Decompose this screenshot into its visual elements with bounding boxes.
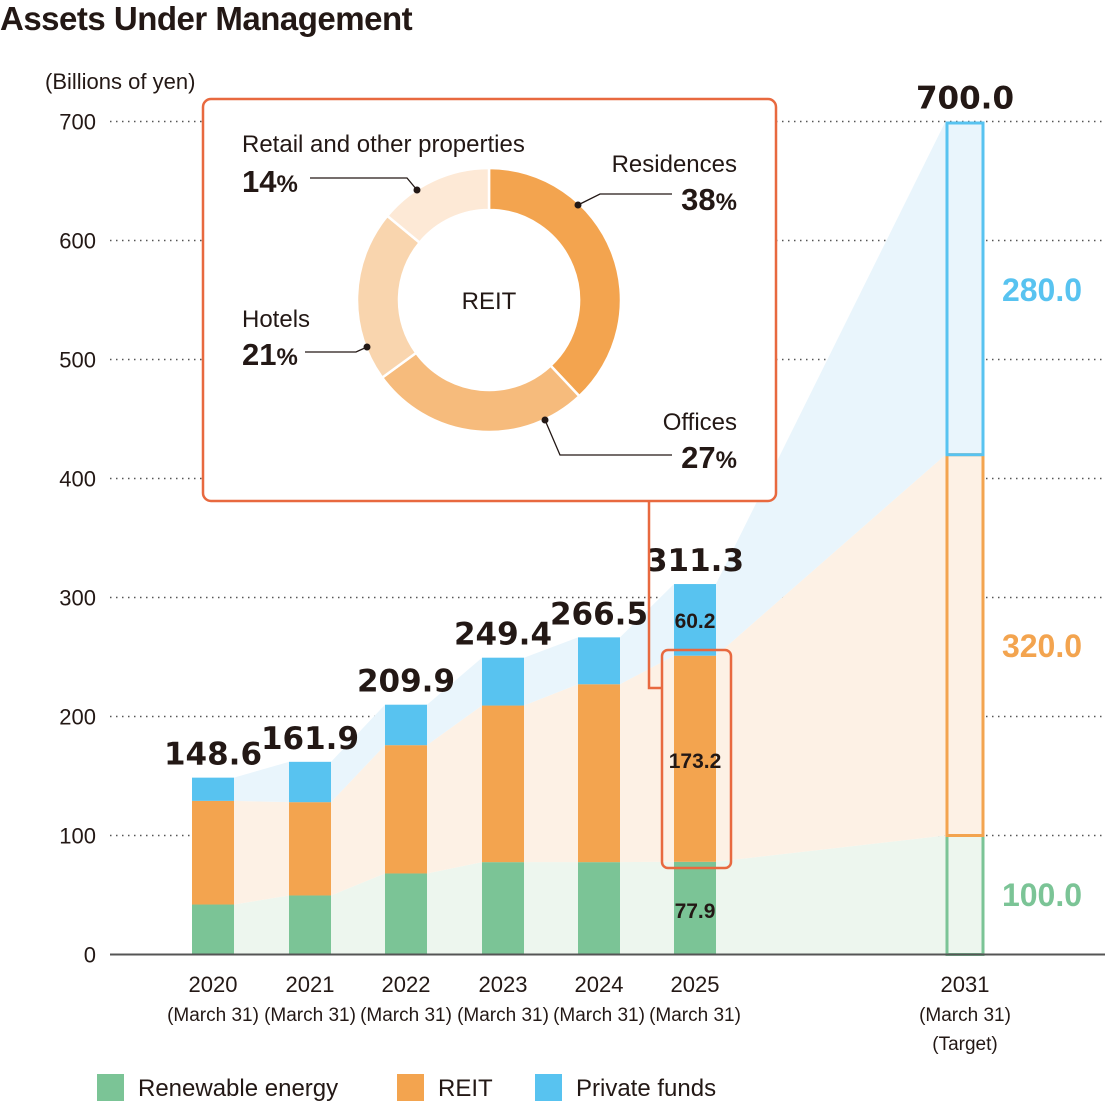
bar-renewable-energy (578, 862, 620, 955)
x-tick-sublabel: (March 31) (167, 1005, 259, 1026)
legend-label: Private funds (576, 1075, 716, 1102)
pie-slice-label: Residences (612, 151, 737, 178)
total-label: 209.9 (357, 664, 455, 700)
y-tick-label: 600 (59, 229, 96, 254)
bar-private-funds (289, 761, 331, 803)
x-tick-sublabel: (March 31) (553, 1005, 645, 1026)
bar-reit (289, 802, 331, 896)
bar-private-funds (192, 777, 234, 801)
highlight-box-2025 (660, 648, 733, 870)
pie-leader-dot (363, 343, 371, 351)
bar-reit (482, 705, 524, 863)
bar-renewable-energy (385, 873, 427, 955)
bar-reit (578, 684, 620, 863)
percent-sign: % (716, 447, 737, 474)
pie-slice-label: Hotels (242, 306, 310, 333)
bar-private-funds (674, 584, 716, 656)
bar-renewable-energy (674, 861, 716, 955)
pie-leader-dot (541, 416, 549, 424)
x-tick-label: 2025 (671, 972, 720, 997)
y-tick-label: 400 (59, 467, 96, 492)
total-label: 266.5 (550, 596, 648, 632)
total-label: 249.4 (454, 617, 552, 653)
target-segment-label: 100.0 (1002, 877, 1082, 913)
bar-private-funds (482, 657, 524, 706)
bar-renewable-energy (192, 904, 234, 955)
total-label: 161.9 (261, 721, 359, 757)
y-axis-label: (Billions of yen) (45, 69, 195, 94)
x-tick-label: 2023 (479, 972, 528, 997)
bar-private-funds (578, 637, 620, 685)
pie-leader-line (310, 177, 418, 191)
y-tick-label: 300 (59, 586, 96, 611)
y-tick-label: 500 (59, 348, 96, 373)
target-segment-label: 320.0 (1002, 628, 1082, 664)
segment-label: 60.2 (675, 610, 716, 633)
bar-target-private-funds (945, 121, 985, 457)
pie-leader-line (577, 193, 672, 206)
total-label: 148.6 (164, 737, 262, 773)
total-label: 700.0 (916, 81, 1014, 117)
pie-leader-line (544, 419, 672, 456)
bar-renewable-energy (482, 862, 524, 955)
target-segment-label: 280.0 (1002, 272, 1082, 308)
segment-label: 173.2 (669, 750, 722, 773)
legend-label: Renewable energy (138, 1075, 338, 1102)
pie-leader-dot (413, 186, 421, 194)
pie-slice-label: Retail and other properties (242, 131, 525, 158)
legend-label: REIT (438, 1075, 493, 1102)
y-tick-label: 100 (59, 824, 96, 849)
x-tick-label: 2022 (382, 972, 431, 997)
y-tick-label: 0 (84, 943, 96, 968)
legend-swatch (535, 1074, 562, 1101)
x-tick-sublabel: (March 31) (919, 1005, 1011, 1026)
bar-reit (192, 800, 234, 905)
percent-sign: % (276, 344, 297, 371)
x-tick-label: 2031 (941, 972, 990, 997)
x-tick-label: 2024 (575, 972, 624, 997)
bar-private-funds (385, 704, 427, 746)
bar-reit (385, 745, 427, 874)
x-tick-sublabel: (March 31) (649, 1005, 741, 1026)
percent-sign: % (276, 171, 297, 198)
inset-box (201, 97, 778, 503)
bar-renewable-energy (289, 895, 331, 955)
percent-sign: % (716, 189, 737, 216)
callout-connector (647, 501, 662, 690)
pie-center-label: REIT (462, 288, 517, 315)
legend-swatch (397, 1074, 424, 1101)
x-tick-sublabel: (March 31) (360, 1005, 452, 1026)
x-tick-sublabel: (Target) (932, 1034, 997, 1055)
x-tick-label: 2021 (286, 972, 335, 997)
y-tick-label: 200 (59, 705, 96, 730)
bar-reit (674, 655, 716, 862)
pie-leader-dot (574, 201, 582, 209)
x-tick-label: 2020 (189, 972, 238, 997)
x-tick-sublabel: (March 31) (264, 1005, 356, 1026)
total-label: 311.3 (646, 543, 744, 579)
legend-swatch (97, 1074, 124, 1101)
segment-label: 77.9 (675, 900, 716, 923)
chart-title: Assets Under Management (0, 0, 413, 37)
y-tick-label: 700 (59, 110, 96, 135)
pie-slice-retail (385, 166, 491, 245)
x-tick-sublabel: (March 31) (457, 1005, 549, 1026)
pie-slice-label: Offices (663, 409, 737, 436)
pie-leader-line (305, 346, 368, 353)
